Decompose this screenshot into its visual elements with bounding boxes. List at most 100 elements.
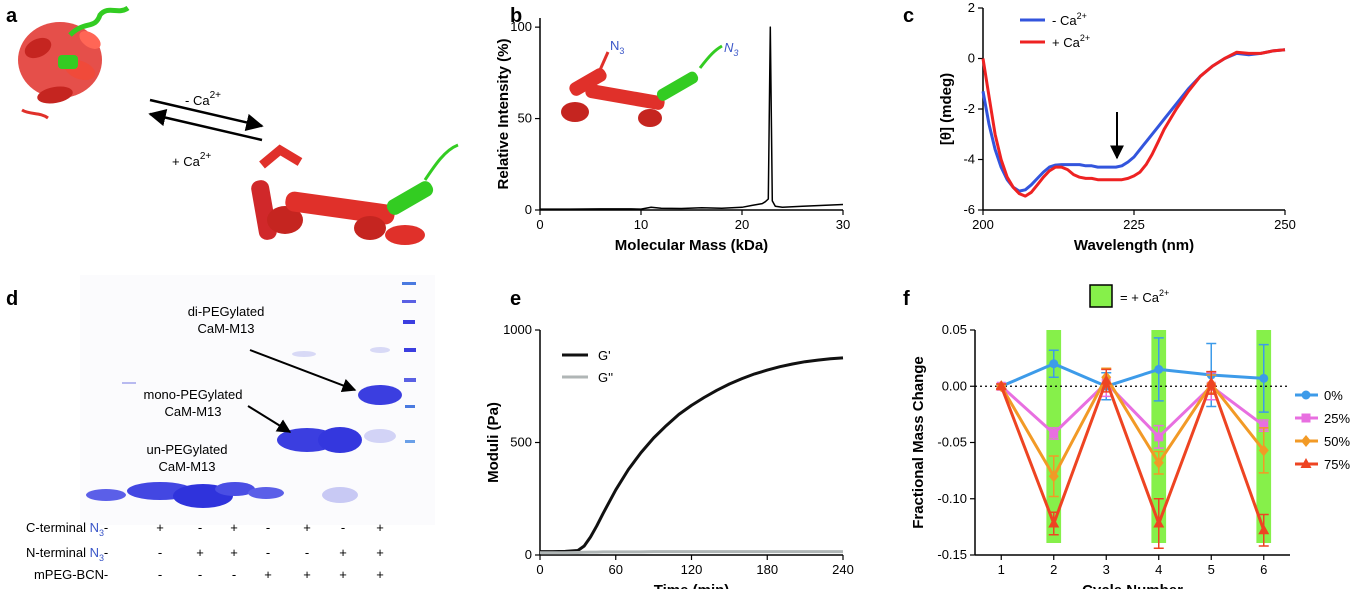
lane-sign: + <box>264 567 272 582</box>
f-x-tick-label: 6 <box>1260 562 1267 577</box>
lane-sign: + <box>230 545 238 560</box>
f-y-tick-label: -0.10 <box>937 491 967 506</box>
e-y-tick-label: 500 <box>510 435 532 450</box>
point <box>1259 421 1269 431</box>
point <box>1153 456 1164 469</box>
f-x-tick-label: 5 <box>1208 562 1215 577</box>
point <box>1258 444 1269 457</box>
b-y-tick-label: 0 <box>525 202 532 217</box>
point <box>1301 435 1311 447</box>
series-line <box>999 379 1266 531</box>
panel-b-label: b <box>510 5 522 27</box>
f-axes-group: 1 2 3 4 5 6 0.05 0.00 -0.05 -0.10 -0.15 Cycle Numbe… <box>910 322 1290 589</box>
f-x-axis-label: Cycle Number <box>1082 582 1183 589</box>
b-x-axis-label: Molecular Mass (kDa) <box>615 237 768 254</box>
series-75% <box>995 368 1270 549</box>
panel-e: e 0 60 120 180 240 0 500 1000 Time (min) Moduli (… <box>485 288 854 589</box>
n3-label-left: N3 <box>610 38 624 56</box>
legend-minus-ca: - Ca2+ <box>1052 11 1087 28</box>
plus-ca-label: + Ca2+ <box>172 151 211 169</box>
row-label-text: C-terminal <box>26 520 90 535</box>
legend-label: 0% <box>1324 388 1343 403</box>
legend-label: 50% <box>1324 434 1350 449</box>
minus-ca-label: - Ca2+ <box>185 90 221 108</box>
e-y-tick-label: 0 <box>525 547 532 562</box>
f-y-axis-label: Fractional Mass Change <box>910 356 927 529</box>
f-x-tick-label: 3 <box>1103 562 1110 577</box>
panel-c-label: c <box>903 5 914 27</box>
point <box>1301 390 1311 400</box>
gel-bands <box>86 282 416 508</box>
c-y-tick-label: -2 <box>963 101 975 116</box>
protein-compact-icon <box>18 5 130 120</box>
highlight-key-label: = + Ca2+ <box>1120 288 1169 305</box>
lane-sign: + <box>376 567 384 582</box>
cd-series-0 <box>981 48 1286 193</box>
point <box>1259 373 1269 383</box>
point <box>1154 432 1164 442</box>
panel-c-legend: - Ca2+ + Ca2+ <box>1020 11 1090 50</box>
di-pegylated-sub: CaM-M13 <box>197 321 254 336</box>
mono-pegylated-sub: CaM-M13 <box>164 404 221 419</box>
lane-sign: - <box>266 545 270 560</box>
lane-sign: - <box>266 520 270 535</box>
point <box>1153 517 1165 528</box>
row-label-sub: 3 <box>99 528 104 538</box>
point <box>1048 470 1059 483</box>
lane-sign: + <box>376 520 384 535</box>
series-line <box>1000 381 1265 439</box>
f-y-tick-label: -0.05 <box>937 435 967 450</box>
point <box>1100 374 1112 385</box>
point <box>1154 364 1164 374</box>
e-x-tick-label: 240 <box>832 562 854 577</box>
point <box>1048 517 1060 528</box>
b-y-axis-label: Relative Intensity (%) <box>495 39 512 190</box>
f-x-tick-label: 2 <box>1050 562 1057 577</box>
panel-f-label: f <box>903 288 910 310</box>
lane-sign: - <box>104 520 108 535</box>
di-pegylated-label: di-PEGylated <box>188 304 265 319</box>
lane-sign: + <box>303 567 311 582</box>
series-line <box>1000 362 1264 388</box>
legend-label: G' <box>598 348 611 363</box>
c-x-tick-label: 225 <box>1123 217 1145 232</box>
series-0% <box>996 337 1269 413</box>
lane-sign: + <box>339 567 347 582</box>
lane-sign: + <box>230 520 238 535</box>
f-y-tick-label: 0.05 <box>942 322 967 337</box>
lane-sign: - <box>104 567 108 582</box>
f-x-tick-label: 4 <box>1155 562 1162 577</box>
highlight-key-swatch <box>1089 284 1113 308</box>
row-label-sub: 3 <box>99 553 104 563</box>
lane-table: C-terminal N3- + - + - + - +N-terminal N3- - + + - -… <box>26 520 384 582</box>
e-y-axis-label: Moduli (Pa) <box>485 402 502 483</box>
b-x-tick-label: 20 <box>735 217 749 232</box>
lane-sign: - <box>305 545 309 560</box>
lane-sign: + <box>303 520 311 535</box>
arrow-release-calcium <box>149 98 264 131</box>
legend-label: G'' <box>598 370 613 385</box>
b-x-tick-label: 10 <box>634 217 648 232</box>
e-x-tick-label: 180 <box>756 562 778 577</box>
e-x-tick-label: 120 <box>681 562 703 577</box>
panel-e-label: e <box>510 288 521 310</box>
lane-sign: - <box>158 545 162 560</box>
panel-a-label: a <box>6 5 18 27</box>
f-y-tick-label: -0.15 <box>937 547 967 562</box>
arrow-di-pegylated <box>249 349 357 393</box>
panel-c: c 200 225 250 2 0 -2 -4 -6 Wavelength (nm) [θ] (m… <box>903 0 1296 254</box>
band-labels: di-PEGylated CaM-M13 mono-PEGylated CaM-… <box>144 304 265 474</box>
panel-f: f 1 2 3 4 5 6 0.05 0.00 -0.05 -0.10 -0.15 Cycle Num… <box>903 284 1350 589</box>
lane-sign: - <box>198 567 202 582</box>
panel-d: d di-PEGylated CaM-M13 <box>6 275 435 582</box>
lane-sign: - <box>341 520 345 535</box>
c-x-tick-label: 250 <box>1274 217 1296 232</box>
point <box>1258 524 1270 535</box>
c-y-tick-label: -4 <box>963 152 975 167</box>
protein-inset-icon <box>561 44 723 127</box>
lane-sign: - <box>158 567 162 582</box>
e-x-tick-label: 0 <box>536 562 543 577</box>
mono-pegylated-label: mono-PEGylated <box>144 387 243 402</box>
f-x-tick-label: 1 <box>998 562 1005 577</box>
